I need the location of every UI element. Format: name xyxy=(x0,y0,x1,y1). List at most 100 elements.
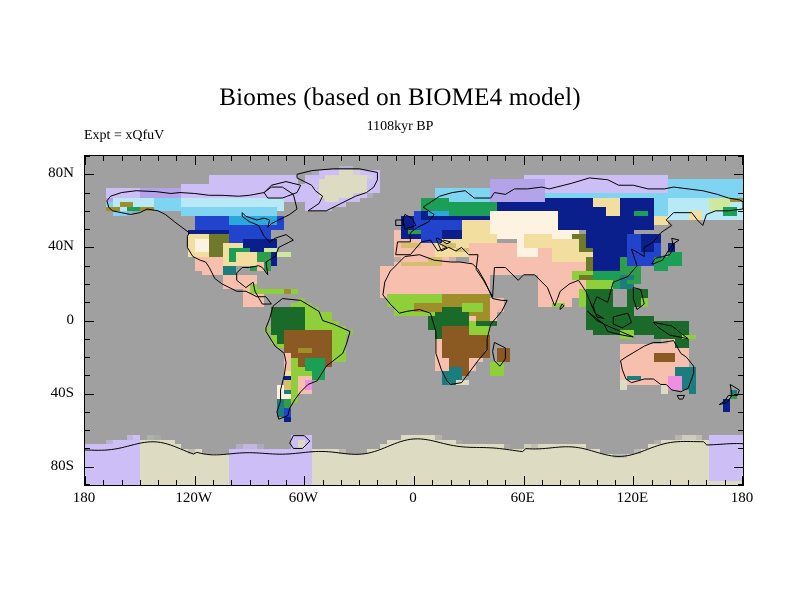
x-tick-bottom xyxy=(725,480,726,485)
y-axis-label: 40N xyxy=(48,238,74,255)
x-axis-label: 120E xyxy=(616,490,649,506)
x-tick-bottom xyxy=(359,480,360,485)
y-tick-left xyxy=(85,247,94,248)
x-axis-label: 0 xyxy=(409,490,417,506)
x-tick-top xyxy=(250,156,251,161)
x-tick-bottom xyxy=(505,480,506,485)
x-tick-top xyxy=(122,156,123,161)
y-tick-right xyxy=(734,467,743,468)
x-tick-top xyxy=(688,156,689,161)
x-tick-bottom xyxy=(85,476,86,485)
x-tick-bottom xyxy=(158,480,159,485)
x-tick-top xyxy=(103,156,104,161)
y-axis-label: 40S xyxy=(50,384,74,401)
x-tick-bottom xyxy=(688,480,689,485)
experiment-label: Expt = xQfuV xyxy=(84,128,165,143)
y-tick-right xyxy=(738,302,743,303)
page-title: Biomes (based on BIOME4 model) xyxy=(219,84,581,111)
y-tick-right xyxy=(738,211,743,212)
x-tick-bottom xyxy=(213,480,214,485)
x-tick-top xyxy=(396,156,397,161)
x-tick-bottom xyxy=(469,480,470,485)
y-tick-left xyxy=(85,394,94,395)
x-tick-top xyxy=(670,156,671,161)
x-tick-top xyxy=(706,156,707,161)
x-tick-top xyxy=(615,156,616,161)
x-tick-bottom xyxy=(560,480,561,485)
x-tick-top xyxy=(524,156,525,165)
x-tick-top xyxy=(304,156,305,165)
x-tick-top xyxy=(487,156,488,161)
y-tick-left xyxy=(85,229,90,230)
x-tick-bottom xyxy=(706,480,707,485)
x-tick-bottom xyxy=(377,480,378,485)
x-tick-top xyxy=(633,156,634,165)
y-tick-left xyxy=(85,321,94,322)
y-tick-left xyxy=(85,339,90,340)
y-tick-right xyxy=(738,412,743,413)
x-tick-bottom xyxy=(597,480,598,485)
x-tick-top xyxy=(268,156,269,161)
y-tick-left xyxy=(85,448,90,449)
x-tick-top xyxy=(359,156,360,161)
x-tick-bottom xyxy=(615,480,616,485)
x-tick-top xyxy=(414,156,415,165)
x-tick-bottom xyxy=(742,476,743,485)
x-tick-top xyxy=(195,156,196,165)
x-tick-top xyxy=(505,156,506,161)
x-tick-bottom xyxy=(195,476,196,485)
x-tick-bottom xyxy=(652,480,653,485)
y-tick-left xyxy=(85,484,90,485)
x-tick-top xyxy=(742,156,743,165)
x-tick-top xyxy=(652,156,653,161)
x-tick-bottom xyxy=(524,476,525,485)
y-tick-right xyxy=(738,229,743,230)
y-tick-left xyxy=(85,375,90,376)
y-tick-left xyxy=(85,266,90,267)
y-axis-label: 80S xyxy=(50,457,74,474)
x-axis-label: 120W xyxy=(175,490,212,506)
x-tick-top xyxy=(341,156,342,161)
x-tick-bottom xyxy=(633,476,634,485)
y-tick-right xyxy=(738,156,743,157)
x-tick-bottom xyxy=(103,480,104,485)
x-tick-bottom xyxy=(341,480,342,485)
x-tick-bottom xyxy=(542,480,543,485)
x-tick-bottom xyxy=(670,480,671,485)
y-tick-right xyxy=(738,375,743,376)
y-tick-right xyxy=(738,484,743,485)
x-tick-top xyxy=(140,156,141,161)
y-tick-right xyxy=(738,193,743,194)
x-tick-top xyxy=(231,156,232,161)
y-tick-right xyxy=(738,357,743,358)
x-tick-bottom xyxy=(304,476,305,485)
y-tick-left xyxy=(85,284,90,285)
y-tick-right xyxy=(734,321,743,322)
x-tick-top xyxy=(85,156,86,165)
x-tick-bottom xyxy=(396,480,397,485)
x-tick-top xyxy=(451,156,452,161)
x-tick-bottom xyxy=(487,480,488,485)
x-tick-bottom xyxy=(579,480,580,485)
y-axis-label: 0 xyxy=(66,311,75,328)
x-tick-bottom xyxy=(432,480,433,485)
x-tick-top xyxy=(432,156,433,161)
x-tick-top xyxy=(286,156,287,161)
x-tick-bottom xyxy=(286,480,287,485)
y-tick-left xyxy=(85,357,90,358)
x-axis-label: 60W xyxy=(288,490,318,506)
x-tick-top xyxy=(213,156,214,161)
x-tick-top xyxy=(323,156,324,161)
x-tick-bottom xyxy=(451,480,452,485)
y-tick-right xyxy=(738,339,743,340)
x-tick-bottom xyxy=(140,480,141,485)
x-axis-label: 60E xyxy=(510,490,535,506)
y-axis-label: 80N xyxy=(48,165,74,182)
y-tick-left xyxy=(85,430,90,431)
y-tick-right xyxy=(734,394,743,395)
x-tick-top xyxy=(469,156,470,161)
x-tick-top xyxy=(377,156,378,161)
y-tick-left xyxy=(85,156,90,157)
map-plot-area xyxy=(84,155,744,486)
x-tick-top xyxy=(579,156,580,161)
